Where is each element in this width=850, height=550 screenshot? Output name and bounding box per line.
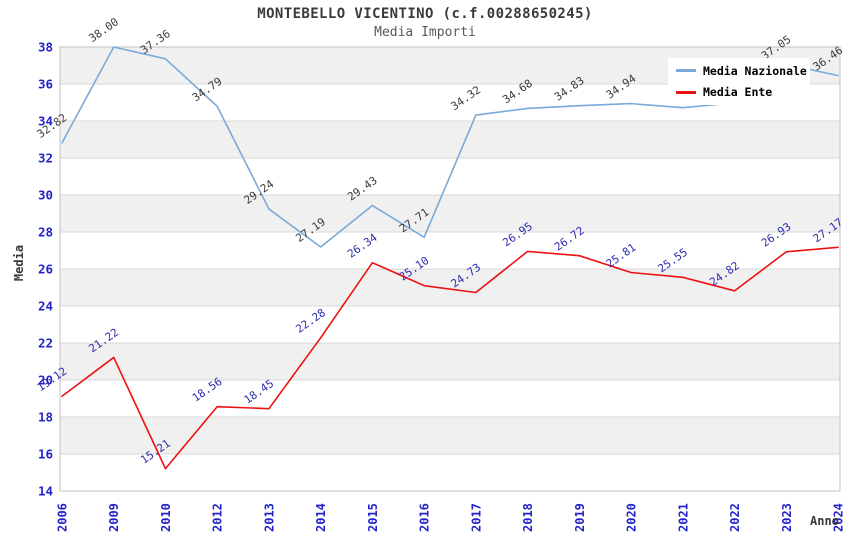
x-tick-label: 2023	[780, 503, 794, 532]
grid-stripe	[60, 269, 840, 306]
y-tick-label: 18	[38, 410, 53, 425]
legend-label-ente: Media Ente	[703, 85, 773, 100]
chart-subtitle: Media Importi	[374, 25, 476, 40]
legend-label-nazionale: Media Nazionale	[703, 63, 807, 78]
x-tick-label: 2009	[107, 503, 121, 532]
x-tick-label: 2016	[418, 503, 432, 532]
grid-stripe	[60, 195, 840, 232]
x-tick-label: 2006	[56, 503, 70, 532]
point-label-ente: 18.45	[242, 377, 277, 407]
x-tick-label: 2024	[832, 503, 846, 532]
x-axis-title: Anno	[810, 514, 839, 528]
legend-item-media-nazionale: Media Nazionale	[668, 64, 810, 78]
y-tick-label: 20	[38, 373, 53, 388]
point-label-ente: 25.81	[604, 241, 639, 271]
x-tick-label: 2021	[676, 503, 690, 532]
x-tick-label: 2010	[159, 503, 173, 532]
x-tick-label: 2017	[469, 503, 483, 532]
legend: Media Nazionale Media Ente	[668, 58, 810, 105]
x-tick-label: 2019	[573, 503, 587, 532]
y-tick-label: 32	[38, 151, 53, 166]
point-label-ente: 26.34	[345, 231, 380, 261]
grid-stripe	[60, 417, 840, 454]
y-tick-label: 30	[38, 188, 53, 203]
plot-border	[59, 46, 841, 492]
y-tick-label: 24	[38, 299, 53, 314]
grid-stripe	[60, 343, 840, 380]
x-tick-label: 2014	[314, 503, 328, 532]
x-tick-label: 2013	[262, 503, 276, 532]
y-tick-label: 14	[38, 484, 53, 499]
x-tick-label: 2012	[211, 503, 225, 532]
y-tick-label: 36	[38, 77, 53, 92]
series-line-media-ente	[61, 246, 839, 470]
y-tick-label: 28	[38, 225, 53, 240]
point-label-ente: 22.28	[293, 306, 328, 336]
x-tick-label: 2020	[625, 503, 639, 532]
y-axis-title: Media	[12, 244, 26, 282]
grid-stripe	[60, 121, 840, 158]
x-tick-label: 2022	[728, 503, 742, 532]
point-label-nazionale: 34.32	[449, 83, 484, 113]
x-tick-label: 2015	[366, 503, 380, 532]
y-tick-label: 38	[38, 40, 53, 55]
legend-line-swatch-nazionale	[676, 69, 696, 73]
series-line-media-nazionale	[61, 46, 839, 248]
legend-item-media-ente: Media Ente	[668, 85, 810, 99]
y-tick-label: 34	[38, 114, 53, 129]
y-tick-label: 16	[38, 447, 53, 462]
x-tick-label: 2018	[521, 503, 535, 532]
legend-line-swatch-ente	[676, 90, 696, 94]
point-label-nazionale: 38.00	[86, 15, 121, 45]
y-tick-label: 22	[38, 336, 53, 351]
chart-title: MONTEBELLO VICENTINO (c.f.00288650245)	[257, 6, 593, 22]
y-tick-label: 26	[38, 262, 53, 277]
